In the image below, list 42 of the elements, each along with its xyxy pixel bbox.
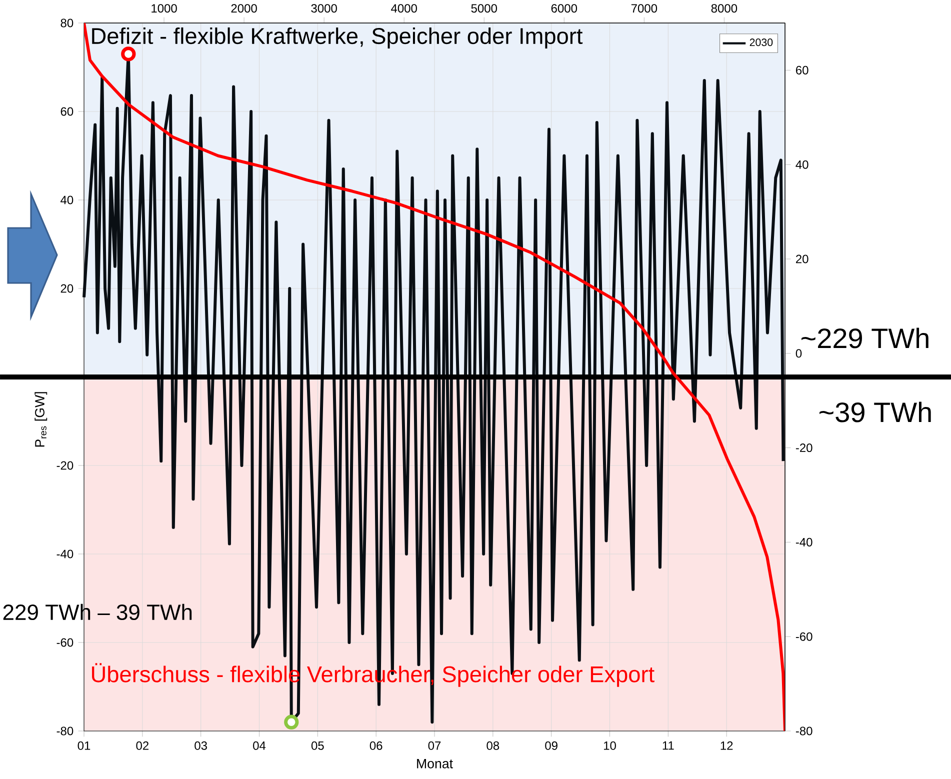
x-tick-label: 08 — [486, 741, 500, 750]
y-tick-label: -60 — [56, 638, 74, 647]
y2-tick-label: -80 — [796, 726, 812, 736]
y2-tick-label: 20 — [796, 254, 808, 264]
legend-label: 2030 — [750, 38, 773, 46]
x2-tick-label: 3000 — [311, 4, 337, 13]
x2-tick-label: 2000 — [231, 4, 257, 13]
y2-tick-label: 0 — [796, 349, 802, 358]
x-axis-title: Monat — [417, 759, 453, 768]
y2-tick-label: -40 — [796, 538, 812, 546]
y-tick-label: 20 — [60, 284, 74, 293]
x-tick-label: 04 — [253, 741, 266, 750]
x2-tick-label: 8000 — [711, 4, 738, 13]
x2-tick-label: 6000 — [551, 4, 578, 13]
x-tick-label: 09 — [545, 741, 558, 750]
x-tick-label: 07 — [428, 741, 441, 750]
y2-tick-label: 40 — [796, 160, 808, 169]
y-tick-label: 40 — [60, 196, 74, 204]
y-tick-label: -80 — [56, 726, 74, 736]
x-tick-label: 02 — [136, 741, 148, 750]
x-tick-label: 12 — [720, 741, 733, 750]
text: ~39 TWh — [820, 402, 931, 422]
x2-tick-label: 4000 — [391, 4, 417, 13]
x2-tick-label: 1000 — [152, 4, 177, 13]
y-tick-label: -20 — [56, 461, 74, 470]
x-tick-label: 11 — [662, 741, 674, 750]
x-tick-label: 10 — [604, 741, 616, 750]
y-tick-label: -40 — [56, 550, 74, 558]
y2-tick-label: -20 — [796, 444, 812, 452]
y-tick-label: 80 — [60, 18, 74, 28]
y2-tick-label: 60 — [796, 66, 808, 74]
text: ~229 TWh — [802, 328, 928, 348]
x-tick-label: 01 — [78, 741, 90, 750]
y-axis-title: P$_{res}$ [GW] — [34, 392, 48, 447]
x-tick-label: 03 — [194, 741, 207, 750]
y-tick-label: 60 — [60, 107, 74, 116]
x-tick-label: 05 — [311, 741, 324, 750]
x2-tick-label: 7000 — [631, 4, 658, 13]
y2-tick-label: -60 — [796, 632, 812, 641]
band-label: Defizit - flexible Kraftwerke, Speicher oder Import — [92, 27, 583, 49]
x-tick-label: 06 — [370, 741, 382, 750]
x2-tick-label: 5000 — [471, 4, 497, 13]
